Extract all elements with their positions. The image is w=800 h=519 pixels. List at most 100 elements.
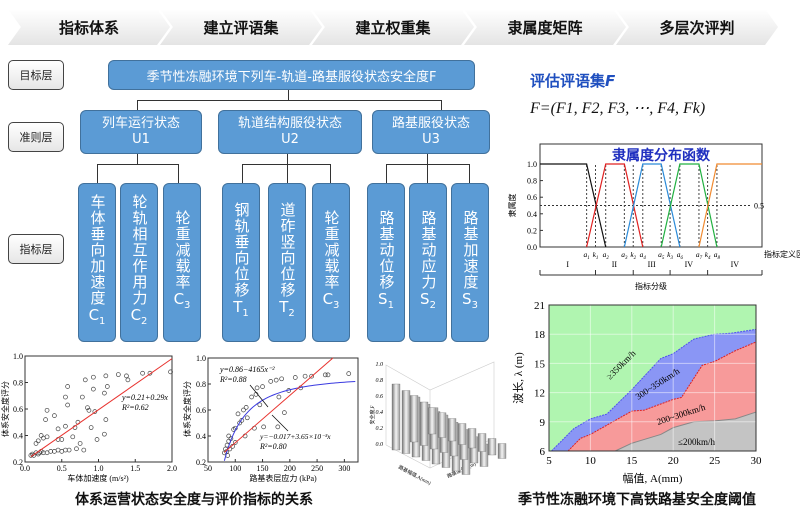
data-point [94, 437, 100, 442]
x-tick-label: 2.0 [167, 464, 177, 473]
step-index-system: 指标体系 [8, 9, 170, 45]
connector [469, 164, 470, 183]
bar [419, 401, 429, 446]
indicator-name: 钢轨垂向位移 [232, 202, 251, 298]
indicator-symbol: S3 [462, 290, 478, 315]
z-axis-label: 安全度,F [369, 405, 376, 424]
data-point [275, 424, 281, 430]
comment-set-formula: F=(F1, F2, F3, ⋯, F4, Fk) [530, 100, 706, 117]
connector [287, 152, 288, 183]
data-point [254, 385, 260, 391]
bar3d-chart: 0.0 0.2 0.4 0.6 0.8 1.0 安全度,F 路基幅值,A(mm) 路基波长,λ(… [369, 361, 507, 487]
y-tick-label: 0.6 [196, 406, 206, 415]
step-weight-set: 建立权重集 [312, 9, 474, 45]
indicator-name: 轮轨相互作用力 [130, 194, 149, 306]
data-point [44, 434, 50, 440]
data-point [102, 431, 107, 437]
y-tick-label: 0.8 [527, 177, 537, 186]
grade-title: 指标分级 [635, 281, 667, 291]
equation-label: y=0.21+0.29x [121, 393, 168, 402]
y-tick-label: 1.0 [196, 354, 206, 363]
indicator-symbol: T2 [279, 298, 295, 323]
data-point [91, 386, 96, 392]
comment-set-title-text: 评估评语集 [530, 72, 606, 90]
breakpoint-label: a4 [640, 250, 647, 261]
criteria-code: U3 [422, 132, 440, 147]
data-point [70, 434, 76, 440]
linear-r2: R²=0.80 [259, 442, 287, 451]
data-point [147, 370, 153, 376]
criteria-name: 路基服役状态 [391, 116, 470, 131]
connector [288, 88, 289, 100]
data-point [325, 372, 331, 378]
indicator-sub: 3 [333, 300, 340, 311]
data-point [65, 384, 70, 389]
indicator-symbol: C3 [174, 290, 191, 315]
y-tick-label: 6 [540, 446, 546, 458]
connector [137, 100, 442, 101]
connector [178, 164, 179, 183]
data-point [104, 384, 110, 389]
x-tick-label: 20 [668, 455, 680, 467]
x-tick-label: 10 [585, 455, 597, 467]
y-tick-label: 21 [534, 300, 545, 312]
data-point [65, 402, 70, 408]
nonlinear-fit-curve [223, 380, 356, 461]
data-point [239, 418, 245, 423]
breakpoint-label: a8 [714, 250, 721, 261]
indicator-level-label: 指标层 [8, 234, 64, 264]
indicator-symbol: C3 [323, 290, 340, 315]
z-tick-label: 0.8 [376, 378, 384, 384]
comment-set-symbol: F [605, 72, 616, 90]
data-point [282, 410, 287, 415]
indicator-sym: S [420, 290, 430, 308]
indicator-sub: 1 [242, 308, 249, 319]
x-tick-label: 30 [751, 455, 763, 467]
indicator-name: 轮重减载率 [173, 210, 192, 290]
y-axis-label: 路基波长,λ(m) [446, 460, 477, 480]
data-point [44, 407, 50, 413]
boundary-line [615, 411, 757, 452]
bar [391, 383, 401, 451]
indicator-box: 轮轨相互作用力 C2 [120, 183, 158, 342]
scatter-stress-chart: 50 100 150 200 250 300 0.2 0.4 0.6 0.8 1.0 体系安全度评分路… [182, 354, 359, 483]
data-point [43, 417, 48, 422]
y-tick-label: 0.6 [13, 405, 23, 414]
y-tick-label: 18 [534, 329, 546, 341]
data-point [66, 447, 72, 453]
data-point [55, 426, 61, 432]
indicator-sym: C [322, 290, 334, 308]
criteria-level-label: 准则层 [8, 122, 64, 152]
y-tick-label: 1.0 [13, 352, 23, 361]
criteria-box-u2: 轨道结构服役状态 U2 [218, 110, 362, 154]
linear-fit-line [224, 357, 334, 453]
bar [497, 443, 507, 459]
z-tick-label: 0.4 [376, 409, 384, 416]
indicator-sym: C [130, 306, 142, 324]
bar [401, 390, 411, 454]
connector [386, 164, 469, 165]
indicator-box: 路基动应力 S2 [409, 183, 447, 342]
indicator-symbol: T1 [233, 298, 249, 323]
connector [427, 152, 428, 183]
x-tick-label: 25 [709, 455, 721, 467]
indicator-name: 道砟竖向位移 [278, 202, 297, 298]
indicator-sym: S [462, 290, 472, 308]
x-axis-label: 路基表层应力 (kPa) [249, 473, 317, 483]
z-tick-label: 0.0 [376, 442, 384, 448]
indicator-sub: 2 [141, 316, 148, 327]
indicator-symbol: C1 [89, 306, 106, 331]
indicator-sym: T [279, 298, 289, 316]
y-tick-label: 0.0 [527, 243, 537, 252]
y-tick-label: 0.4 [13, 432, 23, 441]
criteria-box-u1: 列车运行状态 U1 [80, 110, 202, 154]
indicator-box: 路基加速度 S3 [451, 183, 489, 342]
y-tick-label: 0.4 [196, 432, 206, 441]
data-point [235, 411, 241, 417]
x-tick-label: 1.5 [130, 464, 140, 473]
linear-equation: y=−0.017+3.65×10⁻³x [259, 432, 331, 441]
z-tick-label: 0.6 [376, 394, 384, 400]
breakpoint-label: a3 [621, 250, 628, 261]
breakpoint-label: a2 [603, 250, 610, 261]
data-point [35, 438, 41, 444]
